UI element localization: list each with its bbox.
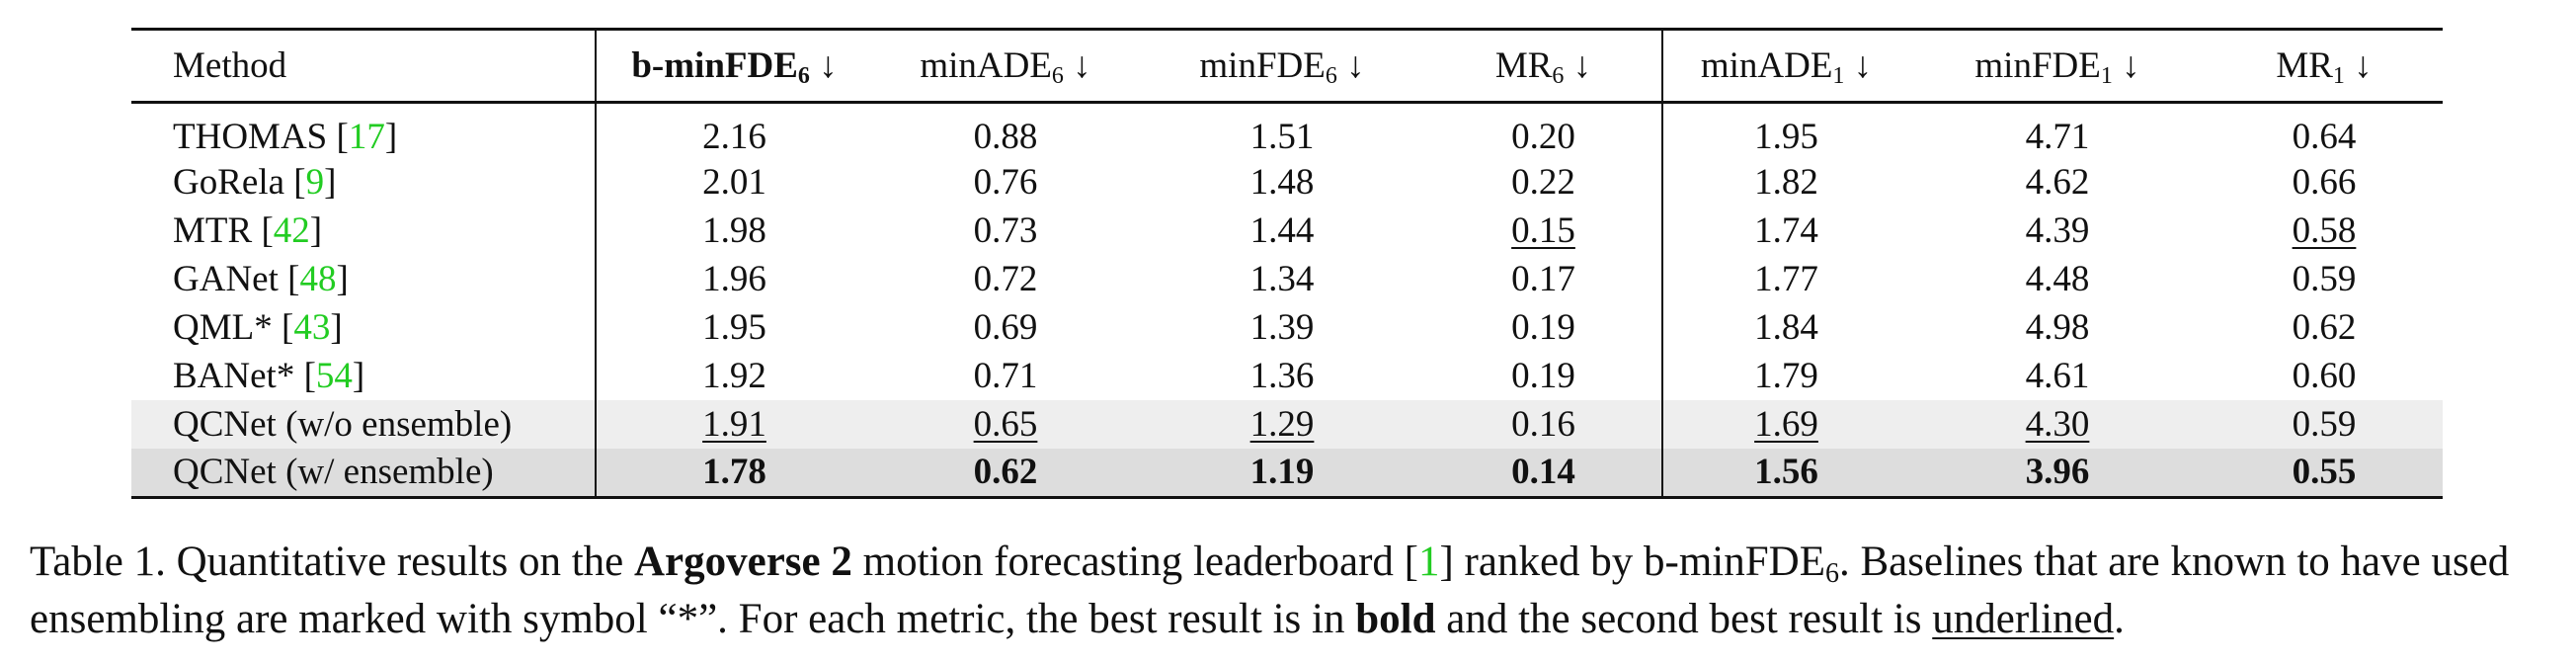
header-mr6: MR6 ↓ xyxy=(1494,45,1592,89)
results-table-container: Method b-minFDE6 ↓ minADE6 ↓ minFDE6 ↓ M… xyxy=(131,28,2443,499)
method-name-cell: QCNet (w/o ensemble) xyxy=(131,400,596,449)
value-cell: 0.59 xyxy=(2292,259,2357,299)
value-cell: 0.65 xyxy=(872,400,1139,449)
value-cell: 0.72 xyxy=(973,259,1038,299)
table-caption: Table 1. Quantitative results on the Arg… xyxy=(30,539,2510,642)
citation-link: 54 xyxy=(315,356,353,396)
value-cell: 1.91 xyxy=(595,400,872,449)
method-name-cell: MTR [42] xyxy=(173,210,323,251)
value-cell: 0.71 xyxy=(973,356,1038,396)
value-cell: 4.62 xyxy=(2025,162,2090,203)
value-cell: 0.66 xyxy=(2292,162,2357,203)
value-cell: 1.95 xyxy=(595,303,872,352)
value-cell: 0.19 xyxy=(1511,307,1575,348)
value-cell: 0.22 xyxy=(1511,162,1575,203)
value-cell: 1.56 xyxy=(1661,449,1909,497)
value-cell: 4.30 xyxy=(1909,400,2206,449)
method-name-cell: QML* [43] xyxy=(173,307,343,348)
header-minade6: minADE6 ↓ xyxy=(920,45,1091,89)
citation-link: 48 xyxy=(299,259,337,299)
value-cell: 0.14 xyxy=(1425,449,1662,497)
table-row: QCNet (w/ ensemble) 1.78 0.62 1.19 0.14 1.56 3… xyxy=(131,449,2443,497)
value-cell: 1.78 xyxy=(595,449,872,497)
value-cell: 1.77 xyxy=(1661,255,1909,303)
value-cell: 1.82 xyxy=(1661,158,1909,207)
header-method: Method xyxy=(173,45,287,86)
value-cell: 0.59 xyxy=(2206,400,2443,449)
value-cell: 1.29 xyxy=(1139,400,1425,449)
value-cell: 1.74 xyxy=(1661,207,1909,255)
value-cell: 0.17 xyxy=(1511,259,1575,299)
citation-link: 9 xyxy=(305,162,325,203)
table-row: GoRela [9] 2.01 0.76 1.48 0.22 1.82 4.62 0.66 xyxy=(131,158,2443,207)
value-cell: 0.60 xyxy=(2292,356,2357,396)
table-row: MTR [42] 1.98 0.73 1.44 0.15 1.74 4.39 0.58 xyxy=(131,207,2443,255)
value-cell: 0.19 xyxy=(1511,356,1575,396)
header-minade1: minADE1 ↓ xyxy=(1661,29,1909,103)
value-cell: 1.96 xyxy=(595,255,872,303)
results-table: Method b-minFDE6 ↓ minADE6 ↓ minFDE6 ↓ M… xyxy=(131,28,2443,499)
table-row: BANet* [54] 1.92 0.71 1.36 0.19 1.79 4.61 0.60 xyxy=(131,352,2443,400)
method-name-cell: QCNet (w/ ensemble) xyxy=(131,449,596,497)
value-cell: 0.62 xyxy=(2292,307,2357,348)
table-row: THOMAS [17] 2.16 0.88 1.51 0.20 1.95 4.71 0.64 xyxy=(131,102,2443,158)
value-cell: 1.98 xyxy=(595,207,872,255)
value-cell: 4.61 xyxy=(2025,356,2090,396)
value-cell: 2.01 xyxy=(595,158,872,207)
caption-citation: 1 xyxy=(1417,539,1440,585)
value-cell: 1.79 xyxy=(1661,352,1909,400)
value-cell: 1.48 xyxy=(1249,162,1315,203)
header-minfde6: minFDE6 ↓ xyxy=(1199,45,1365,89)
method-name-cell: GANet [48] xyxy=(173,259,349,299)
header-b-minfde6: b-minFDE6 ↓ xyxy=(595,29,872,103)
method-name-cell: GoRela [9] xyxy=(173,162,337,203)
method-name-cell: THOMAS [17] xyxy=(173,117,398,157)
value-cell: 3.96 xyxy=(1909,449,2206,497)
value-cell: 0.73 xyxy=(973,210,1038,251)
table-row: QML* [43] 1.95 0.69 1.39 0.19 1.84 4.98 0.62 xyxy=(131,303,2443,352)
value-cell: 1.69 xyxy=(1661,400,1909,449)
table-row: QCNet (w/o ensemble) 1.91 0.65 1.29 0.16 1.69… xyxy=(131,400,2443,449)
value-cell: 0.15 xyxy=(1511,210,1575,251)
value-cell: 0.88 xyxy=(973,117,1038,157)
value-cell: 1.39 xyxy=(1249,307,1315,348)
citation-link: 42 xyxy=(273,210,310,251)
value-cell: 0.69 xyxy=(973,307,1038,348)
value-cell: 1.34 xyxy=(1249,259,1315,299)
value-cell: 0.16 xyxy=(1425,400,1662,449)
method-name-cell: BANet* [54] xyxy=(173,356,365,396)
value-cell: 0.64 xyxy=(2292,117,2357,157)
value-cell: 2.16 xyxy=(595,102,872,158)
value-cell: 1.92 xyxy=(595,352,872,400)
value-cell: 0.20 xyxy=(1511,117,1575,157)
table-header: Method b-minFDE6 ↓ minADE6 ↓ minFDE6 ↓ M… xyxy=(131,29,2443,103)
table-body: THOMAS [17] 2.16 0.88 1.51 0.20 1.95 4.71 0.64 G… xyxy=(131,102,2443,497)
header-mr1: MR1 ↓ xyxy=(2276,45,2373,89)
table-row: GANet [48] 1.96 0.72 1.34 0.17 1.77 4.48 0.59 xyxy=(131,255,2443,303)
value-cell: 4.48 xyxy=(2025,259,2090,299)
value-cell: 0.58 xyxy=(2292,210,2357,251)
citation-link: 17 xyxy=(348,117,385,157)
value-cell: 1.51 xyxy=(1249,117,1315,157)
header-minfde1: minFDE1 ↓ xyxy=(1974,45,2140,89)
value-cell: 0.76 xyxy=(973,162,1038,203)
value-cell: 4.39 xyxy=(2025,210,2090,251)
value-cell: 1.95 xyxy=(1661,102,1909,158)
value-cell: 0.55 xyxy=(2206,449,2443,497)
value-cell: 1.19 xyxy=(1139,449,1425,497)
citation-link: 43 xyxy=(293,307,331,348)
value-cell: 1.36 xyxy=(1249,356,1315,396)
value-cell: 4.98 xyxy=(2025,307,2090,348)
value-cell: 1.84 xyxy=(1661,303,1909,352)
value-cell: 1.44 xyxy=(1249,210,1315,251)
value-cell: 0.62 xyxy=(872,449,1139,497)
value-cell: 4.71 xyxy=(2025,117,2090,157)
